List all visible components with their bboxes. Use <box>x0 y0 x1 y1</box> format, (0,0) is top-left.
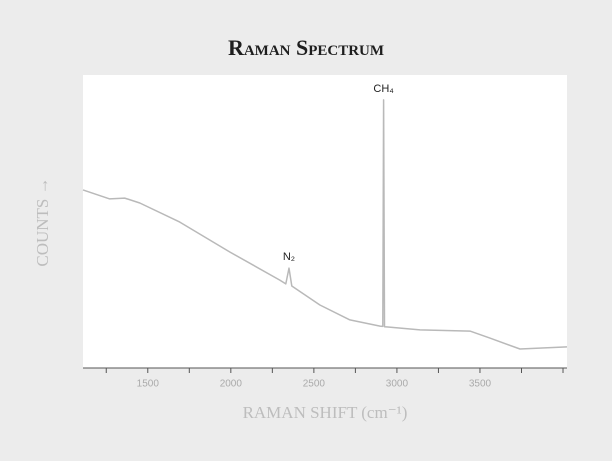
spectrum-line <box>82 99 568 350</box>
x-tick-label: 2500 <box>303 379 326 390</box>
x-tick-label: 3000 <box>386 379 409 390</box>
chart-title: Raman Spectrum <box>228 35 384 60</box>
x-tick-label: 2000 <box>220 379 243 390</box>
x-tick-label: 3500 <box>469 379 492 390</box>
peak-annotation: N₂ <box>283 251 295 263</box>
x-tick-label: 1500 <box>137 379 160 390</box>
y-axis-label: COUNTS → <box>33 177 52 266</box>
x-axis-label: RAMAN SHIFT (cm⁻¹) <box>243 403 408 422</box>
plot-area <box>83 75 567 368</box>
peak-annotation: CH₄ <box>373 83 394 95</box>
